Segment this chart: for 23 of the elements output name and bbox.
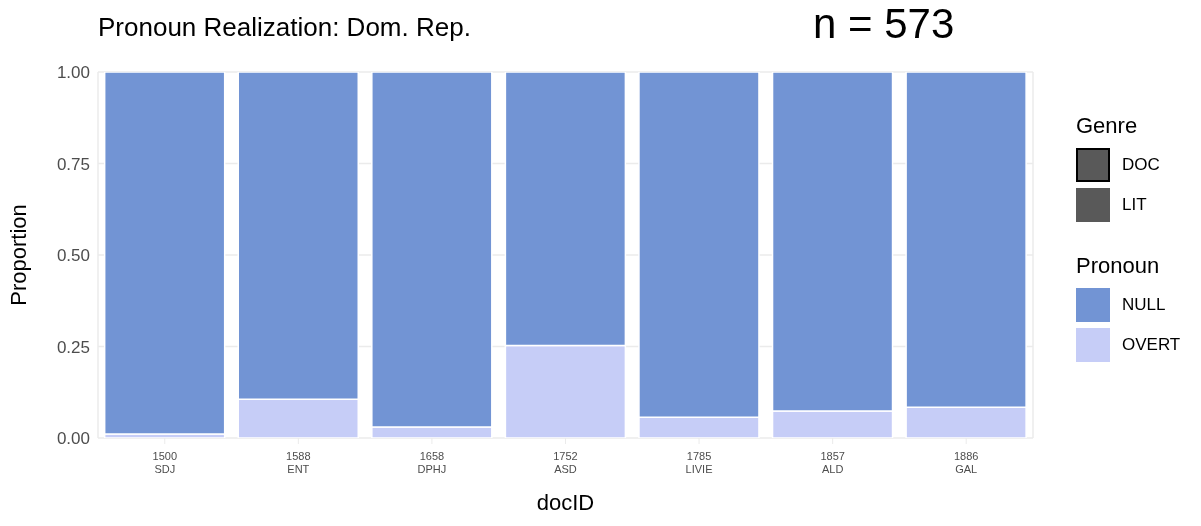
x-tick-label: 1500 SDJ (152, 450, 178, 475)
bar (103, 72, 226, 435)
text: Genre (1076, 113, 1139, 139)
y-tick-label: 0.25 (56, 337, 90, 357)
x-tick-label: 1886 GAL (953, 450, 979, 475)
x-axis-title: docID (536, 490, 595, 515)
text: NULL (1122, 295, 1166, 315)
x-tick-label: 1785 LIVIE (685, 450, 713, 475)
x-tick-label: 1588 ENT (286, 450, 311, 475)
y-tick-label: 1.00 (56, 63, 90, 83)
text: DOC (1122, 155, 1160, 175)
y-tick-label: 0.00 (56, 429, 90, 449)
legend-label: OVERT (1122, 335, 1181, 355)
x-tick-label: 1752 ASD (553, 450, 578, 475)
x-tick-label: 1658 DPHJ (417, 450, 447, 475)
text: n = 573 (813, 0, 955, 48)
text: LIT (1122, 195, 1147, 215)
y-tick-label: 0.75 (56, 154, 90, 174)
x-tick-label: 1857 ALD (820, 450, 845, 475)
y-axis-title: Proportion (5, 204, 31, 306)
chart-title: Pronoun Realization: Dom. Rep. (98, 12, 471, 43)
legend-title: Pronoun (1076, 253, 1161, 279)
y-tick-label: 0.50 (56, 246, 90, 266)
